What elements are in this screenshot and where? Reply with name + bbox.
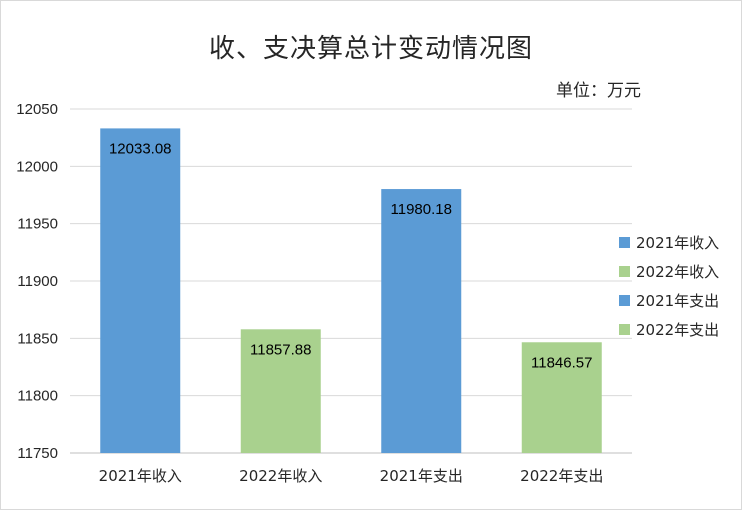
bar-1 — [100, 128, 181, 453]
x-tick-label: 2021年支出 — [380, 467, 463, 485]
x-tick-label: 2021年收入 — [99, 467, 182, 485]
legend-label: 2022年收入 — [636, 263, 719, 281]
y-tick-label: 11900 — [17, 273, 58, 290]
data-label: 11980.18 — [391, 201, 452, 218]
y-tick-label: 12050 — [16, 101, 58, 118]
y-tick-label: 12000 — [16, 158, 58, 175]
y-tick-label: 11750 — [17, 445, 58, 462]
chart-title: 收、支决算总计变动情况图 — [208, 34, 533, 64]
legend-swatch — [619, 237, 630, 248]
data-label: 11857.88 — [250, 341, 311, 358]
y-tick-label: 11950 — [17, 216, 58, 233]
legend-swatch — [619, 266, 630, 277]
legend-swatch — [619, 324, 630, 335]
bar-4 — [521, 342, 602, 453]
bar-2 — [240, 329, 321, 453]
y-tick-label: 11800 — [17, 388, 58, 405]
y-tick-label: 11850 — [17, 330, 58, 347]
legend-label: 2022年支出 — [636, 321, 719, 339]
x-tick-label: 2022年支出 — [520, 467, 603, 485]
legend-swatch — [619, 295, 630, 306]
legend-label: 2021年支出 — [636, 292, 719, 310]
data-label: 12033.08 — [109, 140, 172, 157]
data-label: 11846.57 — [531, 354, 592, 371]
bar-3 — [381, 189, 462, 453]
legend-label: 2021年收入 — [636, 234, 719, 252]
x-tick-label: 2022年收入 — [239, 467, 322, 485]
unit-label: 单位：万元 — [556, 81, 641, 101]
